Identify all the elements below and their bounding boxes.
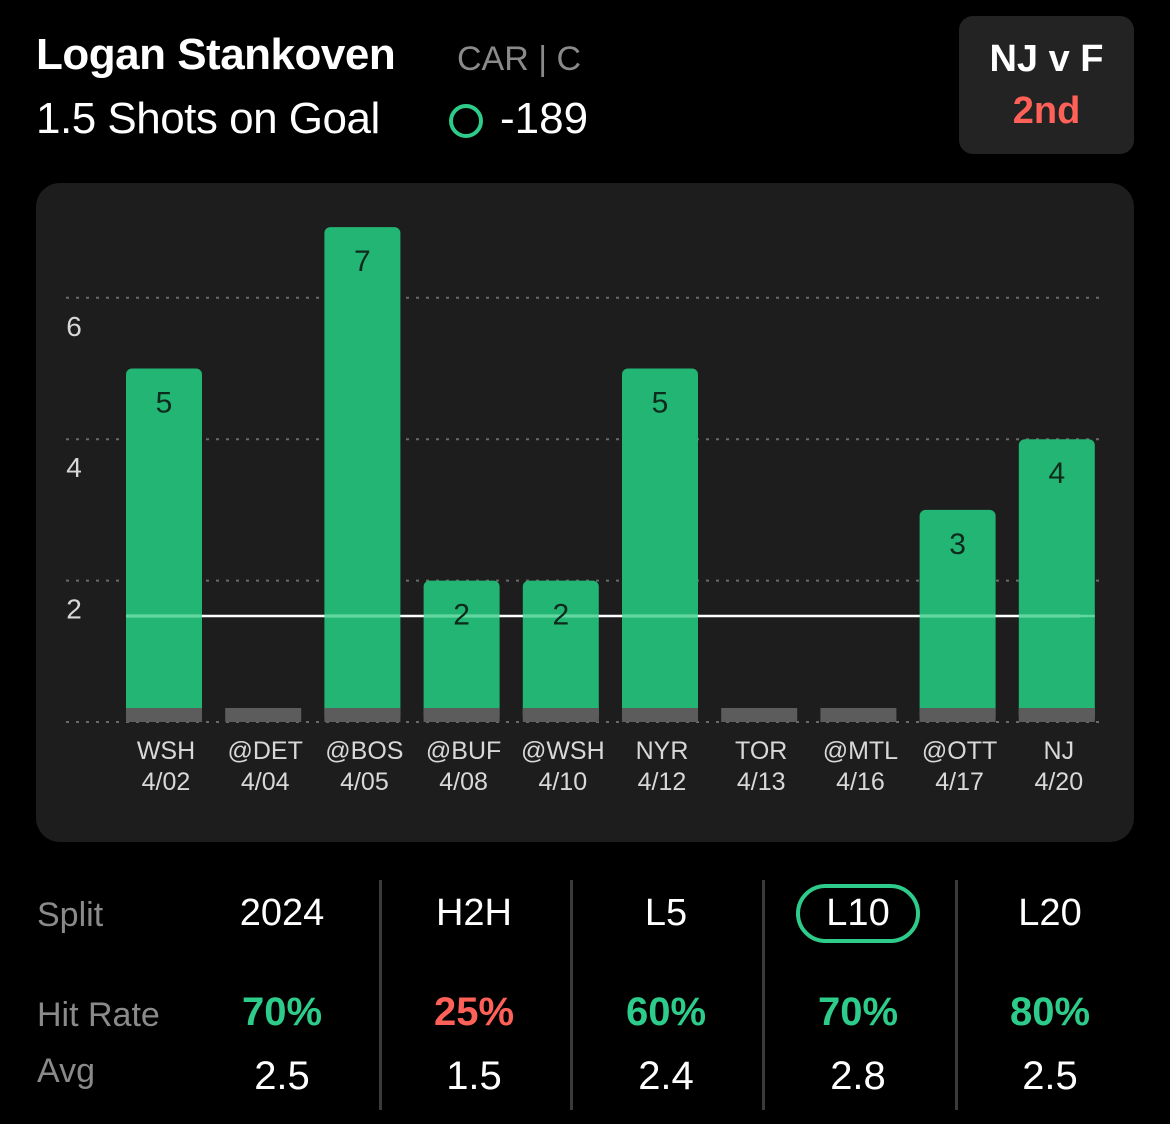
split-column-l10[interactable]: L10 70% 2.8 — [762, 860, 954, 1124]
hit-rate-row-label: Hit Rate — [37, 996, 160, 1034]
x-label-date: 4/16 — [836, 768, 885, 796]
split-tab-label: 2024 — [239, 892, 325, 934]
prop-line: 1.5 Shots on Goal — [36, 94, 380, 143]
column-divider — [379, 880, 382, 1110]
bar-base — [126, 708, 202, 722]
bar-base — [423, 708, 500, 722]
bar — [324, 227, 401, 722]
x-label-date: 4/08 — [439, 768, 488, 796]
bar-value-label: 7 — [354, 245, 371, 278]
split-tab[interactable]: 2024 — [186, 892, 378, 935]
avg-value: 2.5 — [254, 1054, 310, 1098]
x-label-date: 4/02 — [142, 768, 191, 796]
over-circle-icon — [449, 104, 483, 138]
x-label-opponent: WSH — [137, 737, 195, 765]
bar-zero — [820, 708, 897, 722]
hit-rate-value: 70% — [817, 990, 899, 1034]
bar-base — [522, 708, 599, 722]
avg-row-label: Avg — [37, 1052, 95, 1090]
hit-rate-value: 60% — [625, 990, 707, 1034]
avg-value: 2.8 — [830, 1054, 886, 1098]
x-label-date: 4/17 — [935, 768, 984, 796]
split-row-label: Split — [37, 896, 104, 934]
column-divider — [570, 880, 573, 1110]
odds-value: -189 — [500, 94, 589, 143]
bar-base — [1018, 708, 1095, 722]
split-column-l20[interactable]: L20 80% 2.5 — [954, 860, 1146, 1124]
x-label-date: 4/05 — [340, 768, 389, 796]
x-label-opponent: NYR — [636, 737, 689, 765]
player-name: Logan Stankoven — [36, 30, 396, 79]
y-tick-label: 6 — [66, 311, 82, 342]
split-tab[interactable]: L5 — [570, 892, 762, 935]
split-tab[interactable]: L10 — [762, 884, 954, 943]
hit-rate-value: 70% — [241, 990, 323, 1034]
bar-base — [324, 708, 401, 722]
bar-value-label: 2 — [552, 599, 569, 632]
x-label-opponent: @OTT — [922, 737, 997, 765]
bar-value-label: 5 — [652, 387, 669, 420]
x-label-opponent: @BUF — [426, 737, 501, 765]
split-column-l5[interactable]: L5 60% 2.4 — [570, 860, 762, 1124]
column-divider — [955, 880, 958, 1110]
bar-base — [919, 708, 996, 722]
bar — [1018, 439, 1095, 722]
game-log-chart: 2 4 6 5 7 2 2 5 3 4 WSH 4/02 @DET 4/04 @BOS 4/05 @BUF 4/0… — [36, 183, 1134, 842]
bar — [622, 368, 698, 722]
split-tab-label: L20 — [1018, 892, 1082, 934]
x-label-opponent: @BOS — [325, 737, 403, 765]
x-label-opponent: NJ — [1044, 737, 1075, 765]
team-position: CAR | C — [457, 40, 582, 78]
bar — [126, 368, 202, 722]
split-tab[interactable]: L20 — [954, 892, 1146, 935]
game-period: 2nd — [1012, 90, 1081, 132]
game-status-card[interactable]: NJ v F 2nd — [959, 16, 1134, 154]
bar-value-label: 2 — [453, 599, 470, 632]
x-label-date: 4/04 — [241, 768, 290, 796]
split-tab-label: H2H — [435, 892, 513, 934]
avg-value: 1.5 — [446, 1054, 502, 1098]
bar-base — [622, 708, 698, 722]
hit-rate-value: 80% — [1009, 990, 1091, 1034]
split-tab[interactable]: H2H — [378, 892, 570, 935]
y-tick-label: 2 — [66, 594, 82, 625]
x-label-date: 4/10 — [538, 768, 587, 796]
avg-value: 2.5 — [1022, 1054, 1078, 1098]
x-label-opponent: @DET — [228, 737, 303, 765]
bar-value-label: 3 — [949, 528, 966, 561]
bar-zero — [721, 708, 798, 722]
hit-rate-value: 25% — [433, 990, 515, 1034]
bar-zero — [225, 708, 302, 722]
split-column-2024[interactable]: 2024 70% 2.5 — [186, 860, 378, 1124]
column-divider — [762, 880, 765, 1110]
split-column-h2h[interactable]: H2H 25% 1.5 — [378, 860, 570, 1124]
game-matchup: NJ v F — [989, 38, 1104, 80]
x-label-opponent: @MTL — [823, 737, 898, 765]
x-label-opponent: TOR — [735, 737, 787, 765]
bar-value-label: 4 — [1048, 457, 1065, 490]
bar-chart: 2 4 6 5 7 2 2 5 3 4 WSH 4/02 @DET 4/04 @BOS 4/05 @BUF 4/0… — [66, 227, 1100, 796]
stats-table: Split Hit Rate Avg 2024 70% 2.5 H2H 25% 1.5 L5… — [0, 860, 1170, 1124]
x-label-date: 4/12 — [638, 768, 687, 796]
x-label-opponent: @WSH — [521, 737, 605, 765]
y-tick-label: 4 — [66, 452, 82, 483]
split-tab-label: L10 — [796, 884, 920, 943]
split-tab-label: L5 — [644, 892, 688, 934]
bar-value-label: 5 — [156, 387, 173, 420]
x-label-date: 4/13 — [737, 768, 786, 796]
x-label-date: 4/20 — [1034, 768, 1083, 796]
avg-value: 2.4 — [638, 1054, 694, 1098]
